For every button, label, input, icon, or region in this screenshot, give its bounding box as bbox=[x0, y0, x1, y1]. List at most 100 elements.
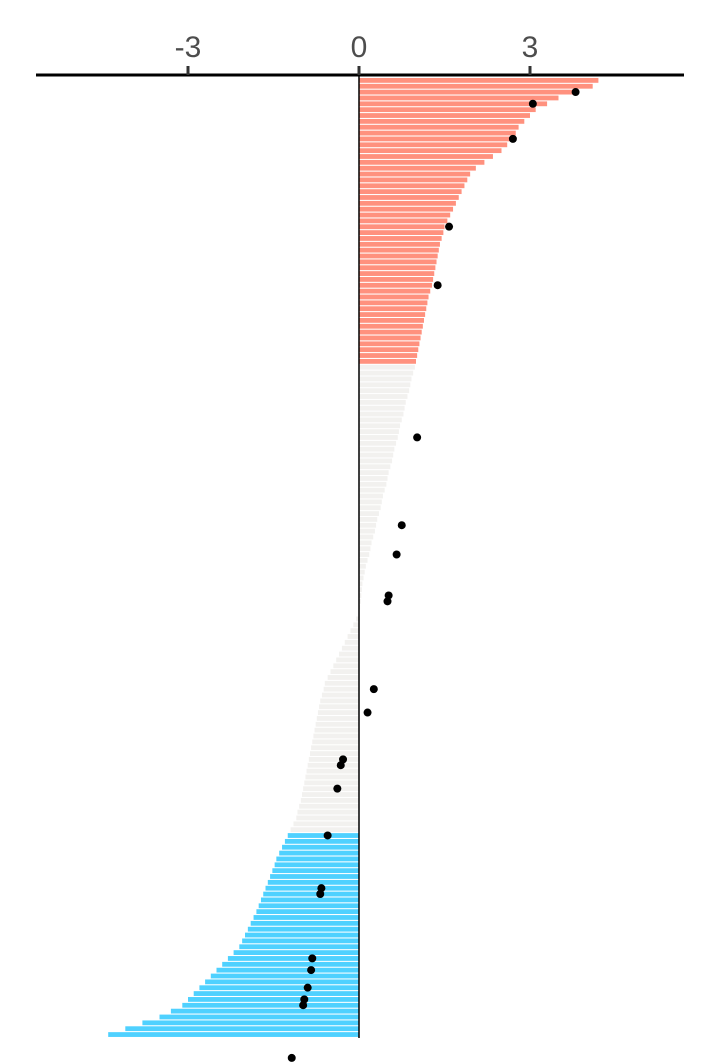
bar bbox=[359, 212, 451, 218]
bar bbox=[312, 739, 359, 745]
bar bbox=[359, 171, 471, 177]
bar bbox=[210, 973, 359, 979]
bar bbox=[359, 464, 391, 470]
bar bbox=[359, 113, 530, 118]
bar bbox=[359, 558, 368, 563]
bar bbox=[284, 838, 359, 844]
bar bbox=[359, 552, 370, 557]
data-point bbox=[413, 433, 422, 442]
bar bbox=[290, 827, 359, 833]
bar bbox=[359, 458, 393, 464]
bar bbox=[359, 259, 437, 265]
bar bbox=[350, 628, 359, 634]
bar bbox=[245, 932, 359, 938]
bar bbox=[359, 399, 406, 405]
bar bbox=[324, 680, 359, 686]
bar bbox=[359, 470, 389, 475]
bar bbox=[359, 118, 525, 124]
bar bbox=[359, 89, 576, 95]
bar bbox=[359, 347, 419, 353]
bar bbox=[359, 183, 465, 189]
bar bbox=[359, 247, 439, 253]
bar bbox=[282, 844, 359, 850]
bar bbox=[359, 563, 366, 569]
bar bbox=[359, 83, 593, 89]
bar bbox=[256, 909, 359, 915]
bar bbox=[300, 798, 359, 803]
bar bbox=[270, 874, 359, 879]
bar bbox=[125, 1026, 359, 1032]
bar bbox=[247, 926, 359, 932]
bar bbox=[159, 1014, 359, 1020]
bar bbox=[276, 856, 359, 862]
bar bbox=[287, 833, 359, 838]
bar bbox=[359, 476, 388, 481]
bar bbox=[359, 306, 427, 312]
bar bbox=[239, 944, 359, 950]
bar bbox=[316, 716, 359, 721]
bar bbox=[233, 950, 359, 955]
bar bbox=[170, 1008, 359, 1014]
bar bbox=[311, 745, 359, 751]
bar bbox=[359, 493, 383, 499]
bar bbox=[330, 669, 359, 675]
bar bbox=[359, 265, 436, 271]
bar bbox=[359, 136, 513, 142]
bar bbox=[359, 534, 374, 540]
x-axis-ticks: -3 0 3 bbox=[175, 31, 538, 75]
bar bbox=[359, 78, 599, 83]
data-point bbox=[508, 134, 517, 143]
bar bbox=[359, 335, 421, 341]
bar bbox=[359, 271, 435, 276]
x-tick-label: -3 bbox=[175, 31, 202, 64]
bar bbox=[341, 645, 359, 651]
bar bbox=[296, 815, 359, 821]
data-point bbox=[392, 550, 401, 559]
bar bbox=[274, 862, 359, 868]
bar bbox=[359, 341, 420, 347]
bar bbox=[359, 241, 440, 247]
bars bbox=[108, 78, 599, 1037]
bar bbox=[359, 124, 519, 130]
bar bbox=[265, 885, 359, 891]
bar bbox=[302, 792, 359, 797]
data-point bbox=[323, 831, 332, 840]
data-point bbox=[308, 954, 317, 963]
bar bbox=[297, 809, 359, 815]
bar bbox=[359, 511, 379, 516]
bar bbox=[359, 148, 502, 154]
data-point bbox=[445, 222, 454, 231]
bar bbox=[359, 353, 418, 358]
bar bbox=[359, 394, 408, 399]
bar bbox=[305, 774, 359, 780]
bar bbox=[359, 517, 378, 522]
bar bbox=[242, 938, 359, 944]
bar bbox=[272, 868, 359, 874]
data-point bbox=[363, 708, 372, 717]
bar bbox=[359, 236, 442, 241]
bar bbox=[319, 704, 359, 710]
bar bbox=[359, 593, 362, 598]
bar bbox=[205, 979, 359, 985]
bar bbox=[359, 253, 438, 259]
bar bbox=[359, 358, 416, 364]
bar bbox=[359, 435, 398, 440]
bar bbox=[353, 622, 359, 628]
bar bbox=[309, 751, 359, 756]
bar bbox=[315, 721, 359, 727]
data-point bbox=[397, 521, 406, 530]
bar bbox=[336, 657, 359, 663]
x-tick-label: 0 bbox=[351, 31, 368, 64]
bar bbox=[307, 762, 359, 768]
data-point bbox=[307, 966, 316, 975]
bar bbox=[359, 376, 412, 382]
bar bbox=[359, 452, 394, 458]
data-point bbox=[299, 1001, 308, 1010]
bar bbox=[250, 920, 359, 926]
data-point bbox=[303, 983, 312, 992]
bar bbox=[258, 903, 359, 909]
bar bbox=[359, 230, 444, 235]
bar bbox=[359, 130, 516, 136]
bar bbox=[359, 417, 402, 423]
bar bbox=[193, 991, 359, 996]
